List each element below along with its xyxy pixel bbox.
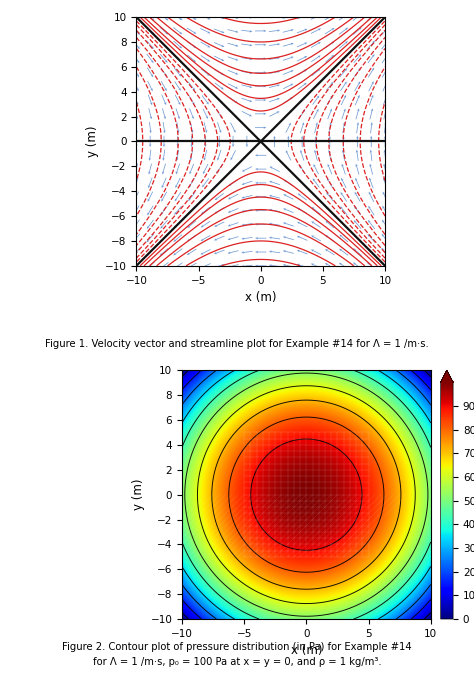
Text: Figure 1. Velocity vector and streamline plot for Example #14 for Λ = 1 /m·s.: Figure 1. Velocity vector and streamline… bbox=[45, 339, 429, 350]
X-axis label: x (m): x (m) bbox=[291, 644, 322, 657]
X-axis label: x (m): x (m) bbox=[245, 291, 276, 304]
PathPatch shape bbox=[441, 370, 453, 382]
Text: for Λ = 1 /m·s, p₀ = 100 Pa at x = y = 0, and ρ = 1 kg/m³.: for Λ = 1 /m·s, p₀ = 100 Pa at x = y = 0… bbox=[93, 657, 381, 667]
Y-axis label: y (m): y (m) bbox=[132, 479, 145, 510]
Y-axis label: y (m): y (m) bbox=[86, 126, 99, 157]
Text: Figure 2. Contour plot of pressure distribution (in Pa) for Example #14: Figure 2. Contour plot of pressure distr… bbox=[62, 642, 412, 652]
